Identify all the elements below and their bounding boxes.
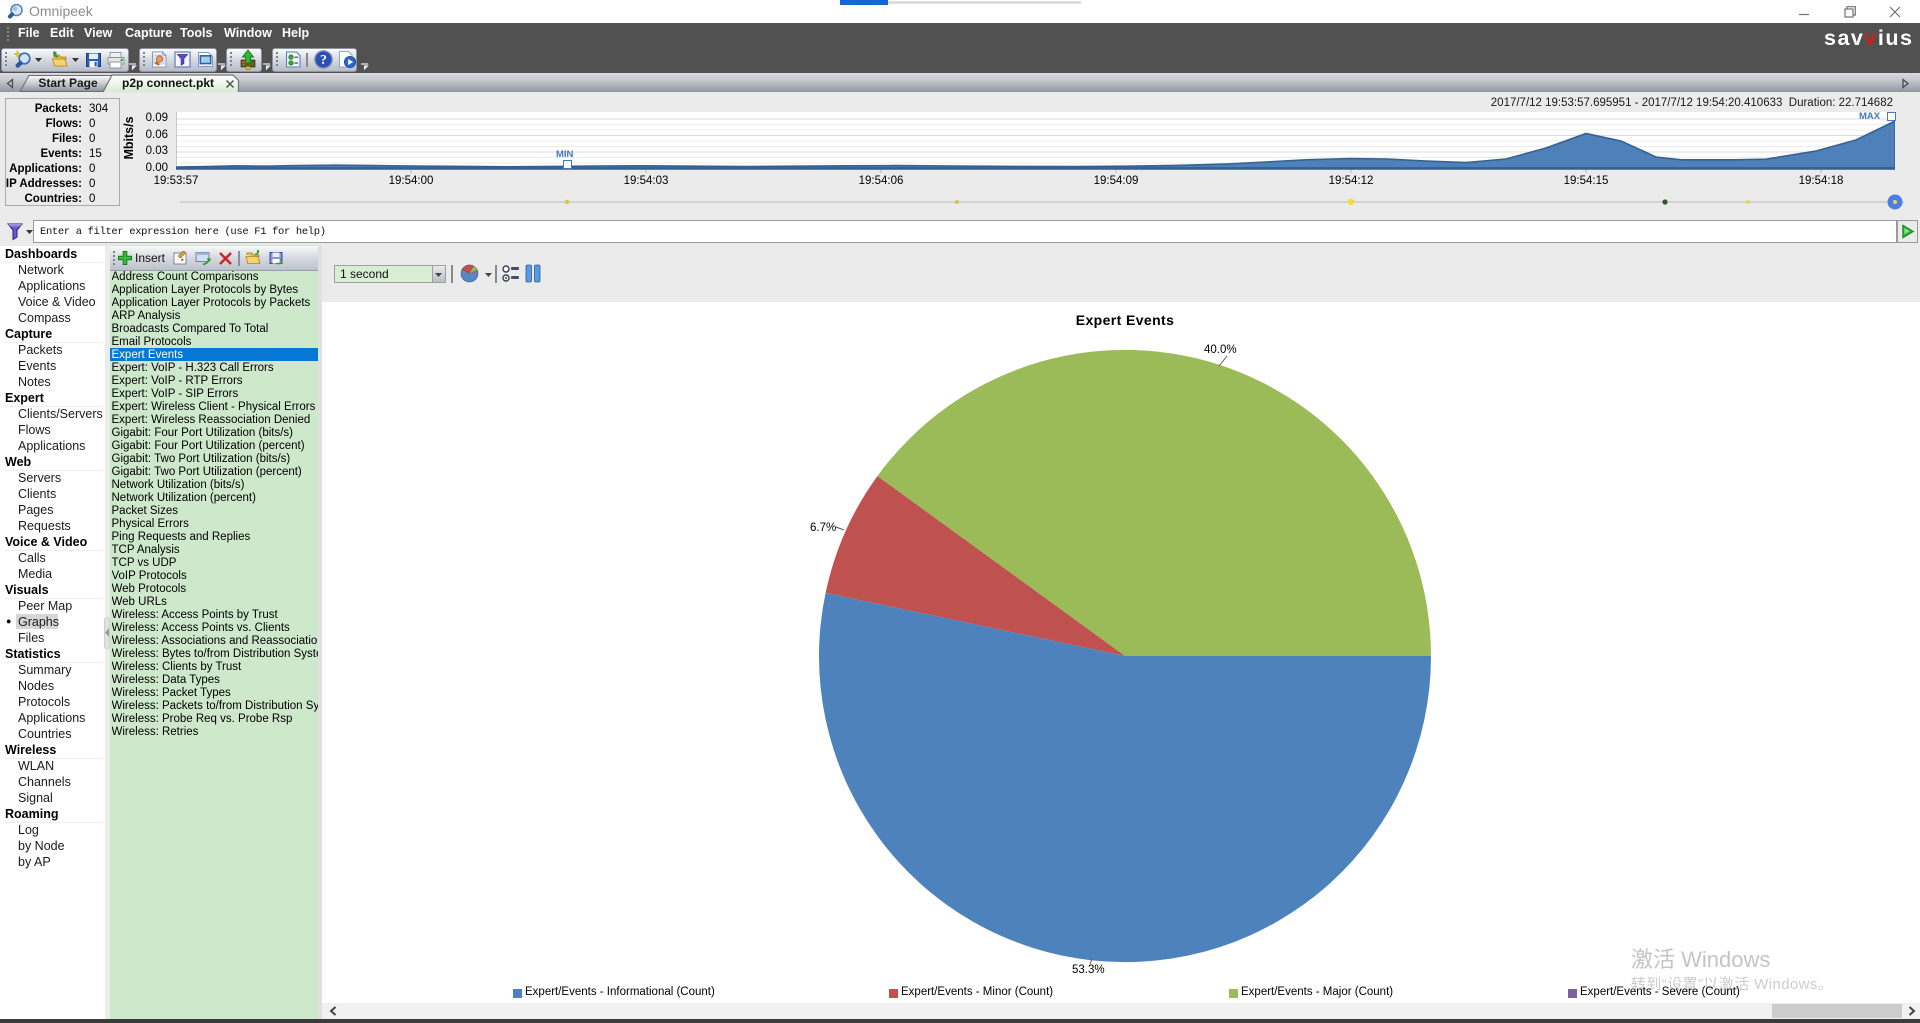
svg-text:?: ?: [320, 52, 327, 67]
